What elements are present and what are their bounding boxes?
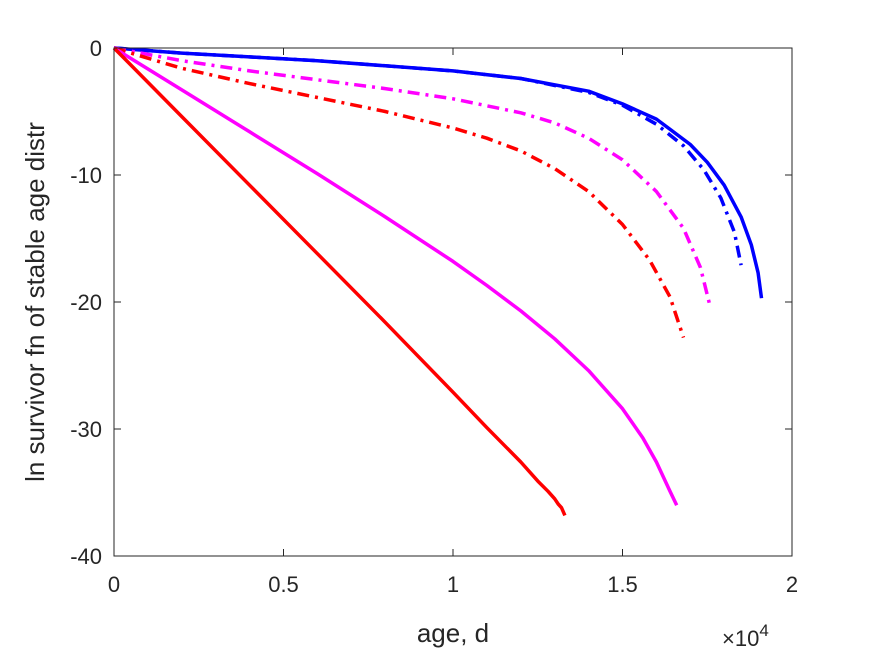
x-axis-exponent-base: ×10	[722, 626, 759, 651]
y-tick-label: -10	[70, 163, 102, 188]
y-tick-label: -40	[70, 544, 102, 569]
series-line-6	[112, 46, 567, 517]
y-tick-label: 0	[90, 36, 102, 61]
x-tick-label: 2	[786, 572, 798, 597]
y-tick-label: -20	[70, 290, 102, 315]
x-tick-label: 0	[108, 572, 120, 597]
plot-area	[114, 48, 792, 556]
series-layer	[112, 46, 764, 517]
y-axis-ticks: -40 -30 -20 -10 0	[70, 36, 792, 569]
series-line-2	[113, 46, 743, 266]
series-line-3	[113, 46, 713, 309]
y-axis-label: ln survivor fn of stable age distr	[20, 122, 50, 482]
x-tick-label: 1.5	[607, 572, 638, 597]
series-line-5	[113, 46, 679, 506]
x-tick-label: 0.5	[268, 572, 299, 597]
y-tick-label: -30	[70, 417, 102, 442]
x-axis-ticks: 0 0.5 1 1.5 2	[108, 48, 798, 597]
x-axis-exponent: ×104	[722, 621, 769, 651]
series-line-4	[113, 46, 686, 339]
x-axis-label: age, d	[417, 618, 489, 648]
x-tick-label: 1	[447, 572, 459, 597]
x-axis-exponent-power: 4	[759, 621, 768, 640]
